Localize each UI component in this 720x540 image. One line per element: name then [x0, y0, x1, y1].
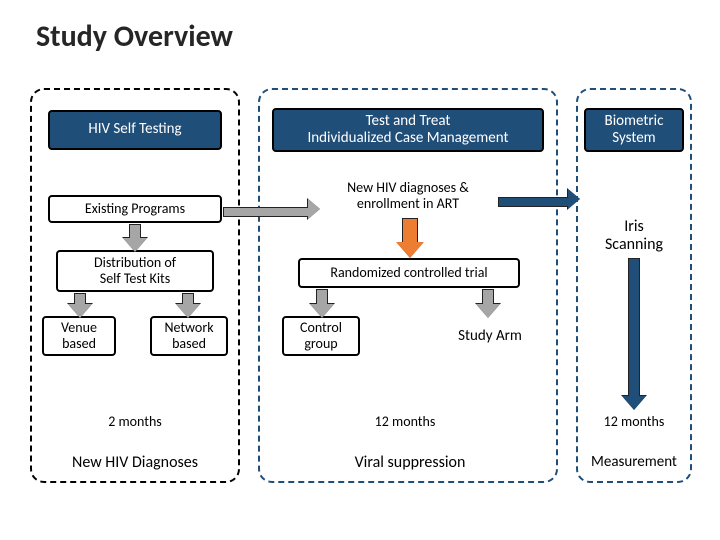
p1-venue-based: Venue based [42, 316, 116, 356]
arrow-right-icon [223, 204, 320, 219]
p2-outcome: Viral suppression [320, 454, 500, 472]
p1-outcome: New HIV Diagnoses [48, 454, 222, 472]
p1-distribution: Distribution of Self Test Kits [56, 250, 214, 292]
p1-header: HIV Self Testing [48, 110, 222, 150]
p2-study-arm: Study Arm [440, 328, 540, 345]
arrow-down-icon [482, 289, 500, 318]
p1-duration: 2 months [70, 414, 200, 430]
arrow-down-icon [129, 224, 147, 252]
p2-duration: 12 months [340, 414, 470, 430]
arrow-down-icon [628, 258, 646, 410]
arrow-down-icon [182, 293, 200, 318]
page-title: Study Overview [36, 18, 233, 55]
arrow-down-icon [74, 293, 92, 318]
p3-iris-scanning: Iris Scanning [588, 218, 680, 255]
p1-existing-programs: Existing Programs [48, 195, 222, 223]
p3-duration: 12 months [588, 414, 680, 430]
p2-header: Test and Treat Individualized Case Manag… [272, 108, 544, 152]
p3-header: Biometric System [584, 108, 684, 152]
p2-control-group: Control group [282, 316, 360, 356]
arrow-right-icon [498, 194, 580, 209]
p2-new-diagnoses: New HIV diagnoses & enrollment in ART [318, 180, 498, 212]
p3-outcome: Measurement [580, 454, 688, 471]
p2-rct: Randomized controlled trial [298, 258, 520, 288]
arrow-down-icon [316, 289, 334, 318]
p1-network-based: Network based [150, 316, 228, 356]
arrow-down-icon [402, 218, 424, 258]
